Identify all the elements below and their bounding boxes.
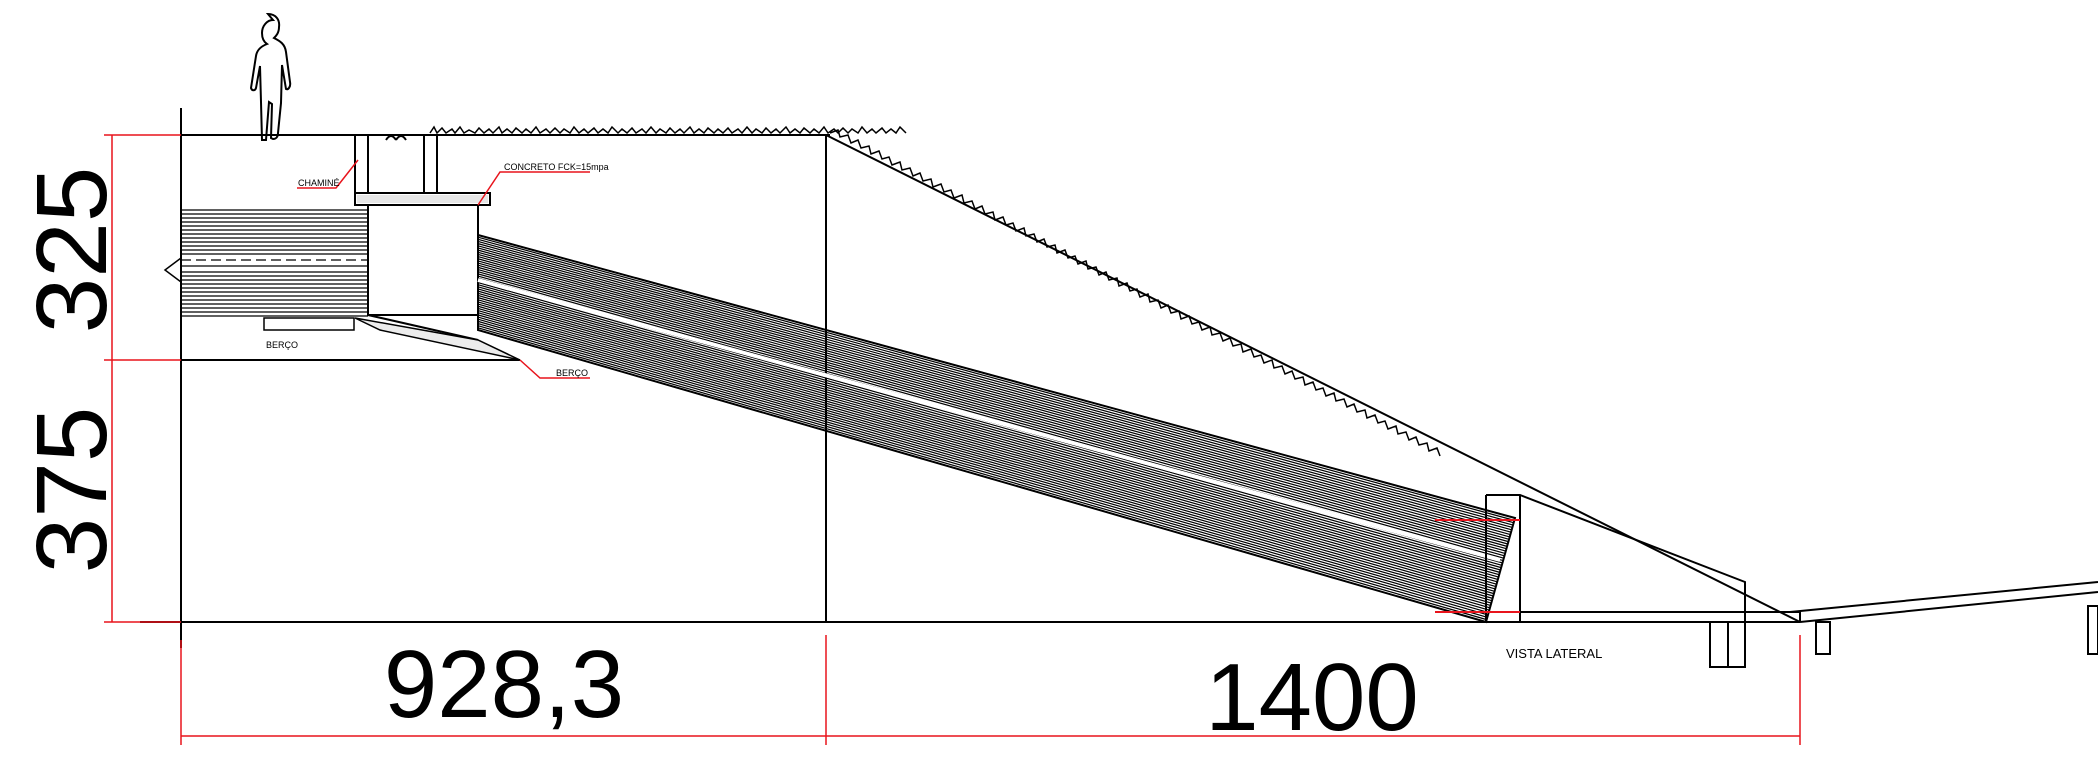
- pipe-hatch-line: [477, 268, 1505, 557]
- dimension-length-left: 928,3: [384, 631, 624, 738]
- pipe-hatch-line: [477, 318, 1490, 611]
- dimension-length-right: 1400: [1205, 644, 1419, 751]
- grass-texture-slope: [829, 129, 1441, 457]
- pipe-hatch-line: [477, 247, 1512, 533]
- pipe-hatch-line: [477, 299, 1496, 590]
- pipe-hatch-line: [477, 262, 1507, 550]
- pipe-hatch-line: [477, 258, 1508, 545]
- pipe-hatch-line: [477, 322, 1489, 616]
- pipe-end-flange: [163, 256, 182, 284]
- label-cradle-1: BERÇO: [266, 340, 298, 350]
- outlet-headwall: [1485, 494, 1755, 668]
- dimension-height-bottom: 375: [16, 407, 128, 574]
- pipe-hatch-line: [477, 325, 1488, 618]
- pipe-hatch-line: [477, 307, 1493, 599]
- pipe-hatch-line: [477, 297, 1497, 588]
- label-leaders: [297, 159, 590, 379]
- label-concrete: CONCRETO FCK=15mpa: [504, 162, 609, 172]
- pipe-hatch-line: [477, 266, 1506, 555]
- chimney-structure: [354, 134, 491, 206]
- pipe-hatch-line: [477, 314, 1491, 607]
- label-chimney: CHAMINÉ: [298, 178, 340, 188]
- pipe-hatch-line: [477, 309, 1493, 602]
- pipe-hatch-line: [477, 286, 1500, 576]
- dimension-height-top: 325: [16, 167, 128, 334]
- structure-outline: [140, 108, 1801, 648]
- outlet-red-marks: [1435, 519, 1520, 613]
- pipe-hatch-line: [477, 303, 1495, 595]
- pipe-hatch-line: [477, 281, 1501, 571]
- downstream-channel: [1755, 581, 2098, 655]
- pipe-hatch-line: [477, 284, 1501, 573]
- pipe-hatch-line: [477, 251, 1510, 538]
- grass-texture: [429, 125, 907, 135]
- pipe-hatch-line: [477, 294, 1497, 585]
- pipe-hatch-line: [477, 320, 1489, 614]
- label-view-title: VISTA LATERAL: [1506, 646, 1602, 661]
- pipe-hatch-line: [477, 301, 1495, 592]
- pipe-hatch-line: [477, 316, 1491, 609]
- inclined-pipe: [477, 233, 1517, 624]
- pipe-hatch-line: [477, 264, 1506, 552]
- pipe-hatch-line: [477, 312, 1492, 604]
- person-silhouette-icon: [249, 12, 292, 141]
- pipe-hatch-line: [477, 271, 1504, 559]
- pipe-hatch-line: [477, 243, 1513, 529]
- pipe-hatch-line: [477, 236, 1515, 521]
- junction-box: [367, 204, 479, 341]
- pipe-hatch-line: [477, 292, 1498, 583]
- pipe-hatch-line: [477, 245, 1512, 531]
- concrete-slab: [357, 195, 488, 203]
- pipe-hatch-line: [477, 240, 1514, 526]
- cradle-block-left: [263, 317, 355, 331]
- horizontal-pipe: [181, 209, 368, 317]
- label-cradle-2: BERÇO: [556, 368, 588, 378]
- pipe-hatch-line: [477, 305, 1494, 597]
- inclined-pipe-centerline: [477, 278, 1501, 562]
- pipe-hatch-line: [477, 290, 1499, 581]
- pipe-hatch-line: [477, 327, 1487, 621]
- pipe-hatch-line: [477, 253, 1510, 540]
- pipe-hatch-line: [477, 238, 1514, 524]
- pipe-hatch-line: [477, 288, 1499, 578]
- dimension-lines: [104, 134, 1801, 745]
- pipe-hatch-line: [477, 260, 1508, 547]
- pipe-hatch-line: [477, 256, 1509, 543]
- pipe-hatch-line: [477, 249, 1511, 536]
